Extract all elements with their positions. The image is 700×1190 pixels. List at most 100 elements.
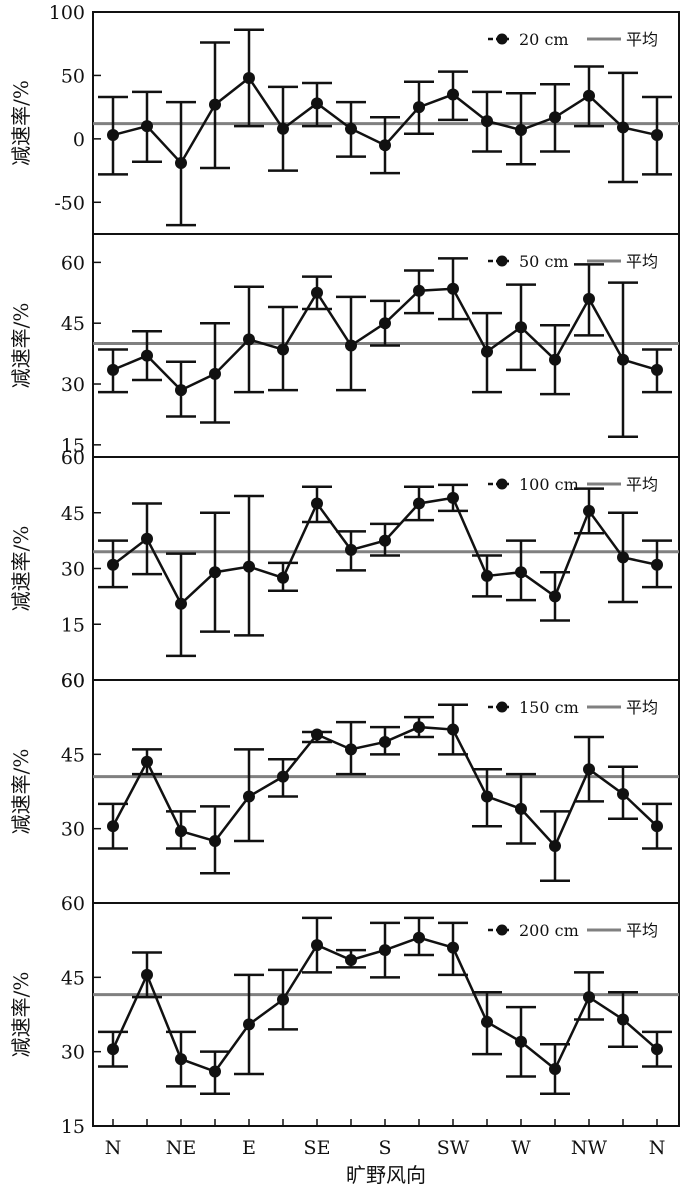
panel-2-data-point [243, 333, 255, 346]
x-tick-label: SW [437, 1137, 470, 1159]
panel-5-data-point [549, 1063, 561, 1076]
panel-4-data-point [413, 721, 425, 734]
panel-5-legend-mean-label: 平均 [626, 921, 658, 940]
panel-2-data-point [379, 317, 391, 330]
panel-5-data-point [617, 1013, 629, 1026]
panel-1-data-point [515, 123, 527, 136]
x-tick-label: W [511, 1137, 531, 1159]
panel-5-ytick-label: 30 [61, 1042, 85, 1064]
panel-4-data-point [481, 790, 493, 803]
panel-1-data-point [413, 101, 425, 114]
panel-3-data-point [277, 571, 289, 584]
panel-4-legend-series-marker [496, 701, 508, 713]
panel-4-data-point [345, 743, 357, 756]
panel-3-data-point [583, 504, 595, 517]
panel-5-legend-series-marker [496, 924, 508, 936]
panel-4-data-point [583, 763, 595, 776]
panel-3-data-point [107, 558, 119, 571]
panel-1-data-point [175, 156, 187, 169]
panel-2-data-point [209, 367, 221, 380]
panel-2-data-point [175, 384, 187, 397]
panel-4-data-point [209, 835, 221, 848]
panel-3-ytick-label: 60 [61, 447, 85, 469]
panel-4-data-point [447, 723, 459, 736]
panel-1-data-point [583, 89, 595, 102]
panel-3-data-point [379, 534, 391, 547]
x-tick-label: S [378, 1137, 391, 1159]
panel-1-data-point [447, 88, 459, 101]
panel-2-data-point [345, 339, 357, 352]
x-tick-label: SE [304, 1137, 331, 1159]
panel-3-data-point [413, 497, 425, 510]
panel-2-data-point [107, 363, 119, 376]
panel-2-data-point [515, 321, 527, 334]
panel-4-legend-series-label: 150 cm [519, 698, 579, 717]
panel-3-data-point [141, 532, 153, 545]
panel-5-data-point [277, 993, 289, 1006]
panel-1-data-point [141, 120, 153, 133]
panel-4-data-point [277, 770, 289, 783]
panel-3-ytick-label: 30 [61, 559, 85, 581]
panel-5-ytick-label: 60 [61, 893, 85, 915]
panel-1-data-point [311, 97, 323, 110]
panel-3-data-point [481, 569, 493, 582]
panel-3-legend-mean-label: 平均 [626, 475, 658, 494]
panel-3-data-point [209, 566, 221, 579]
panel-3-data-point [515, 566, 527, 579]
panel-2-data-point [481, 345, 493, 358]
panel-4-data-point [243, 790, 255, 803]
panel-5-data-point [107, 1043, 119, 1056]
panel-2-ytick-label: 45 [61, 313, 85, 335]
panel-4-ytick-label: 30 [61, 819, 85, 841]
panel-2-data-point [447, 282, 459, 295]
panel-4-data-point [617, 787, 629, 800]
panel-1-data-point [617, 121, 629, 134]
x-tick-label: E [242, 1137, 256, 1159]
panel-1-ytick-label: 100 [49, 2, 85, 24]
panel-5-data-point [345, 953, 357, 966]
panel-1-data-point [549, 111, 561, 124]
panel-2-ytick-label: 30 [61, 374, 85, 396]
panel-1-legend-series-label: 20 cm [519, 30, 569, 49]
x-tick-label: N [105, 1137, 122, 1159]
panel-4-data-point [515, 802, 527, 815]
panel-5-frame [92, 902, 680, 1127]
panel-3-data-point [447, 491, 459, 504]
panel-3-data-point [651, 558, 663, 571]
panel-4-frame [92, 679, 680, 904]
panel-2-data-point [651, 363, 663, 376]
x-axis-label: 旷野风向 [346, 1163, 426, 1187]
panel-3-data-point [617, 551, 629, 564]
panel-1-ytick-label: -50 [54, 192, 85, 214]
panel-4-data-point [379, 735, 391, 748]
panel-5-ylabel: 减速率/% [9, 972, 33, 1058]
panel-3-ylabel: 减速率/% [9, 526, 33, 612]
panel-5-legend-series-label: 200 cm [519, 921, 579, 940]
panel-2-data-point [617, 353, 629, 366]
panel-1-ytick-label: 0 [73, 129, 85, 151]
panel-1-data-point [209, 98, 221, 111]
x-tick-label: N [649, 1137, 666, 1159]
panel-2-ylabel: 减速率/% [9, 303, 33, 389]
panel-2-data-point [311, 286, 323, 299]
panel-2-ytick-label: 60 [61, 252, 85, 274]
panel-2-data-point [277, 343, 289, 356]
panel-1-data-point [107, 129, 119, 142]
panel-5-data-point [481, 1015, 493, 1028]
panel-1-legend-series-marker [496, 33, 508, 45]
panel-1-legend-mean-label: 平均 [626, 30, 658, 49]
panel-1-data-point [277, 122, 289, 135]
panel-2-data-point [141, 349, 153, 362]
panel-4-ylabel: 减速率/% [9, 749, 33, 835]
panel-5-data-point [447, 941, 459, 954]
panel-4-ytick-label: 60 [61, 670, 85, 692]
panel-5-data-point [141, 968, 153, 981]
panel-1-data-point [345, 122, 357, 135]
panel-4-data-point [549, 840, 561, 853]
panel-2-data-point [583, 292, 595, 305]
panel-5-data-point [209, 1065, 221, 1078]
panel-2-legend-series-label: 50 cm [519, 252, 569, 271]
panel-3-data-point [243, 560, 255, 573]
panel-5-ytick-label: 45 [61, 967, 85, 989]
